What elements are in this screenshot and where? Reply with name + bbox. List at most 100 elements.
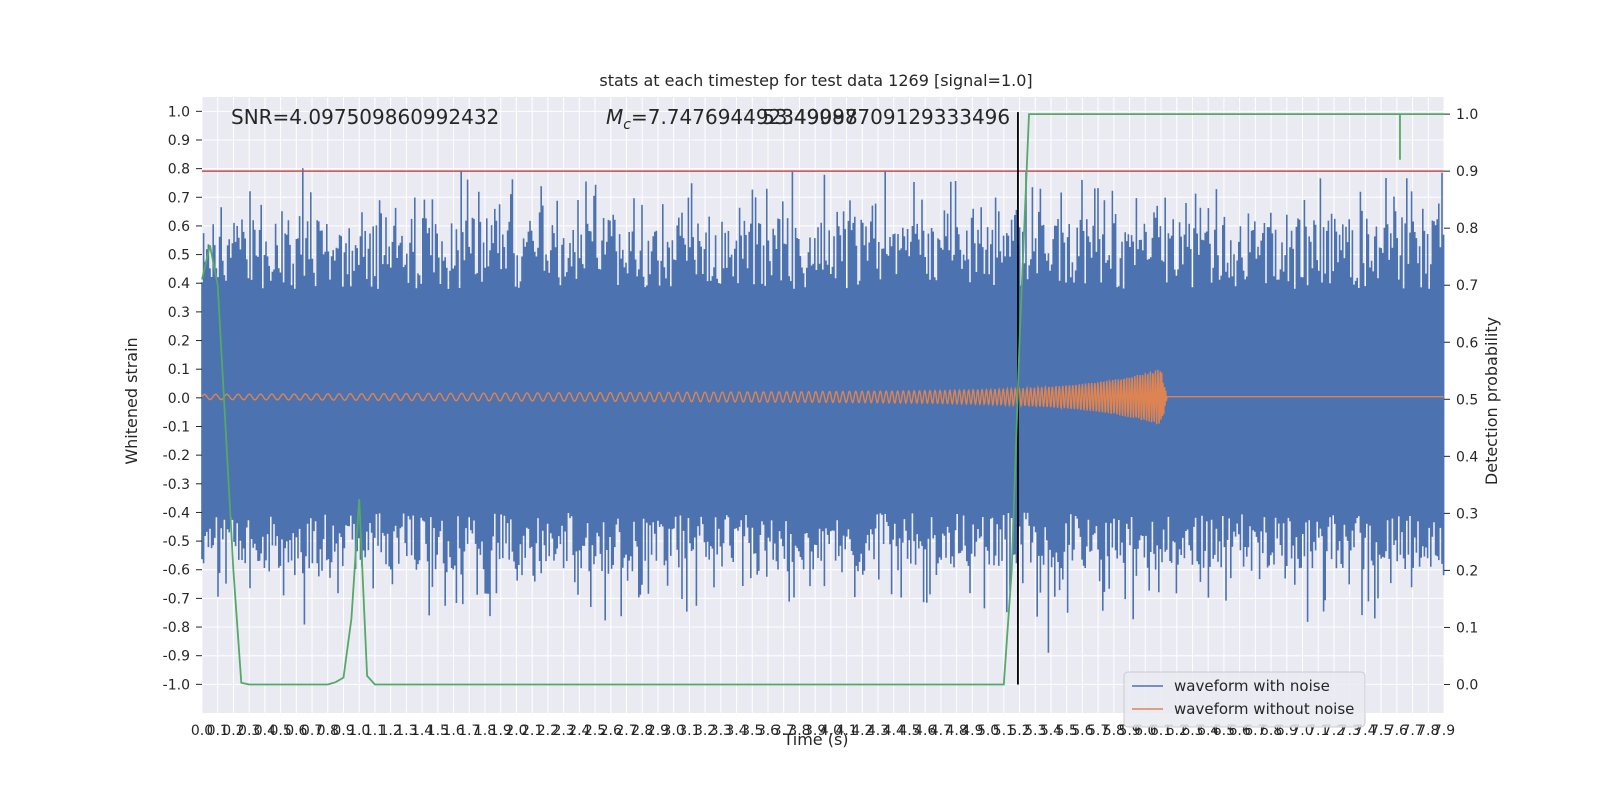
series-waveform-with-noise [201, 168, 1445, 653]
x-tick-label: 5.8 [1103, 723, 1125, 739]
chirp-mass-annotation: Mc=7.747694492349098 [606, 105, 858, 133]
x-tick-label: 3.2 [694, 723, 716, 739]
x-tick-label: 2.0 [505, 723, 527, 739]
y-tick-label-left: -0.2 [163, 448, 190, 464]
chirp-mass-value: =7.747694492349098 [631, 105, 858, 129]
y-tick-label-left: -0.7 [163, 591, 190, 607]
y-tick-label-left: -0.4 [163, 505, 190, 521]
y-tick-label-right: 1.0 [1456, 107, 1478, 123]
y-tick-label-right: 0.4 [1456, 449, 1478, 465]
overlapping-annotation: 53.49987709129333496 [762, 105, 1010, 129]
y-axis-label-left: Whitened strain [122, 337, 141, 464]
y-tick-label-right: 0.0 [1456, 677, 1478, 693]
x-tick-label: 1.0 [348, 723, 370, 739]
y-tick-label-left: 1.0 [168, 104, 190, 120]
x-tick-label: 2.6 [600, 723, 622, 739]
x-tick-label: 4.6 [914, 723, 936, 739]
x-axis-label: Time (s) [782, 730, 848, 749]
y-tick-label-right: 0.6 [1456, 335, 1478, 351]
clean-waveform-trace [201, 369, 1444, 425]
x-tick-label: 3.1 [678, 723, 700, 739]
x-tick-label: 1.1 [364, 723, 386, 739]
x-tick-label: 2.2 [537, 723, 559, 739]
detection-probability-line [201, 113, 1444, 686]
x-tick-label: 0.1 [207, 723, 229, 739]
y-tick-label-right: 0.1 [1456, 620, 1478, 636]
x-tick-label: 0.6 [285, 723, 307, 739]
x-tick-label: 0.2 [222, 723, 244, 739]
y-tick-label-right: 0.2 [1456, 563, 1478, 579]
y-tick-label-left: 0.2 [168, 334, 190, 350]
y-tick-label-left: -0.1 [163, 419, 190, 435]
y-tick-label-left: 0.9 [168, 133, 190, 149]
x-tick-label: 0.7 [301, 723, 323, 739]
y-tick-label-left: 0.1 [168, 362, 190, 378]
x-tick-label: 5.0 [977, 723, 999, 739]
x-tick-label: 3.8 [788, 723, 810, 739]
x-tick-label: 1.5 [427, 723, 449, 739]
x-tick-label: 3.0 [663, 723, 685, 739]
x-tick-label: 2.3 [552, 723, 574, 739]
chirp-mass-symbol: M [606, 105, 623, 129]
y-tick-label-right: 0.9 [1456, 164, 1478, 180]
x-tick-label: 3.5 [741, 723, 763, 739]
chart-title: stats at each timestep for test data 126… [599, 71, 1032, 90]
x-tick-label: 4.9 [961, 723, 983, 739]
x-tick-label: 0.9 [332, 723, 354, 739]
y-tick-label-left: 0.8 [168, 162, 190, 178]
x-tick-label: 2.1 [521, 723, 543, 739]
x-tick-label: 0.5 [269, 723, 291, 739]
x-tick-label: 5.4 [1040, 723, 1062, 739]
x-tick-label: 3.6 [757, 723, 779, 739]
y-tick-labels-right: 1.0 0.9 0.8 0.7 0.6 0.5 0.4 0.3 0.2 0.1 0.0 [1444, 107, 1478, 693]
x-tick-label: 1.2 [380, 723, 402, 739]
y-tick-label-left: 0.4 [168, 276, 190, 292]
x-tick-label: 5.1 [993, 723, 1015, 739]
y-tick-label-right: 0.3 [1456, 506, 1478, 522]
x-tick-label: 3.7 [773, 723, 795, 739]
x-tick-label: 7.9 [1433, 723, 1455, 739]
x-tick-label: 1.4 [411, 723, 433, 739]
y-tick-label-right: 0.7 [1456, 278, 1478, 294]
x-tick-label: 7.7 [1401, 723, 1423, 739]
y-axis-label-right: Detection probability [1482, 317, 1501, 485]
x-tick-label: 2.4 [568, 723, 590, 739]
y-tick-label-left: -0.6 [163, 563, 190, 579]
legend-label-noise: waveform with noise [1174, 677, 1330, 695]
x-tick-label: 1.7 [458, 723, 480, 739]
x-tick-label: 4.2 [851, 723, 873, 739]
y-tick-label-left: -1.0 [163, 677, 190, 693]
y-tick-label-left: 0.3 [168, 305, 190, 321]
y-tick-label-left: 0.7 [168, 190, 190, 206]
y-tick-labels-left: 1.0 0.9 0.8 0.7 0.6 0.5 0.4 0.3 0.2 0.1 0.0 -0.1 -0.… [163, 104, 202, 693]
x-tick-label: 5.7 [1087, 723, 1109, 739]
x-tick-label: 3.4 [725, 723, 747, 739]
x-tick-label: 1.9 [490, 723, 512, 739]
x-tick-label: 4.1 [835, 723, 857, 739]
x-tick-label: 2.8 [631, 723, 653, 739]
y-tick-label-left: -0.3 [163, 477, 190, 493]
y-tick-label-right: 0.8 [1456, 221, 1478, 237]
x-tick-label: 2.5 [584, 723, 606, 739]
legend-label-clean: waveform without noise [1174, 700, 1354, 718]
x-tick-label: 4.7 [930, 723, 952, 739]
x-tick-label: 0.8 [317, 723, 339, 739]
x-tick-label: 0.4 [254, 723, 276, 739]
x-tick-label: 5.3 [1024, 723, 1046, 739]
x-tick-label: 4.5 [898, 723, 920, 739]
x-tick-label: 4.3 [867, 723, 889, 739]
x-tick-label: 4.0 [820, 723, 842, 739]
series-waveform-without-noise [201, 369, 1444, 425]
y-tick-label-left: -0.8 [163, 620, 190, 636]
x-tick-label: 3.3 [710, 723, 732, 739]
x-tick-label: 0.0 [191, 723, 213, 739]
snr-annotation: SNR=4.097509860992432 [231, 105, 499, 129]
y-tick-label-right: 0.5 [1456, 392, 1478, 408]
y-tick-label-left: 0.6 [168, 219, 190, 235]
x-tick-label: 2.9 [647, 723, 669, 739]
x-tick-label: 4.8 [946, 723, 968, 739]
legend-box [1123, 671, 1366, 728]
x-tick-label: 7.6 [1386, 723, 1408, 739]
